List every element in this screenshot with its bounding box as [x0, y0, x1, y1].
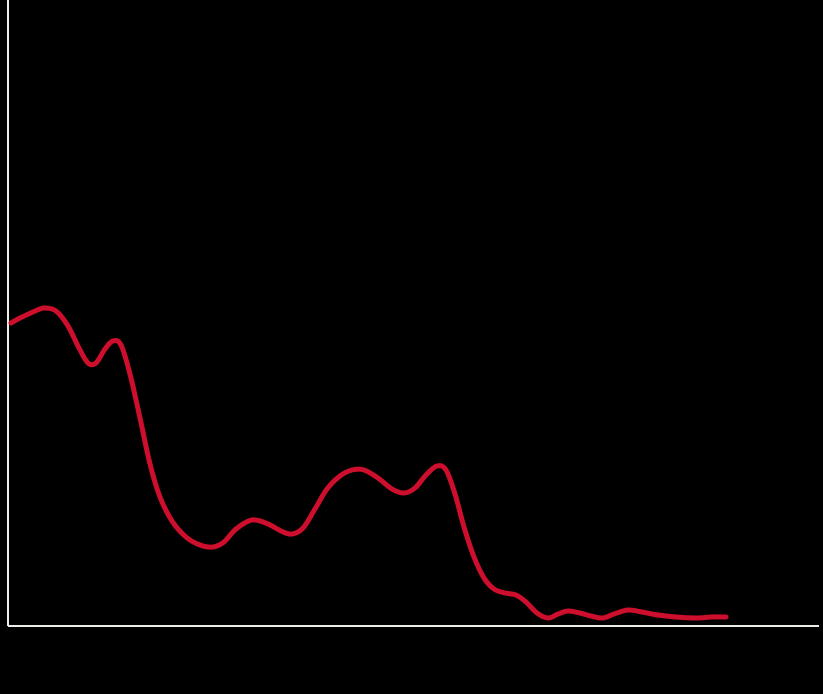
line-series-1	[8, 305, 729, 621]
